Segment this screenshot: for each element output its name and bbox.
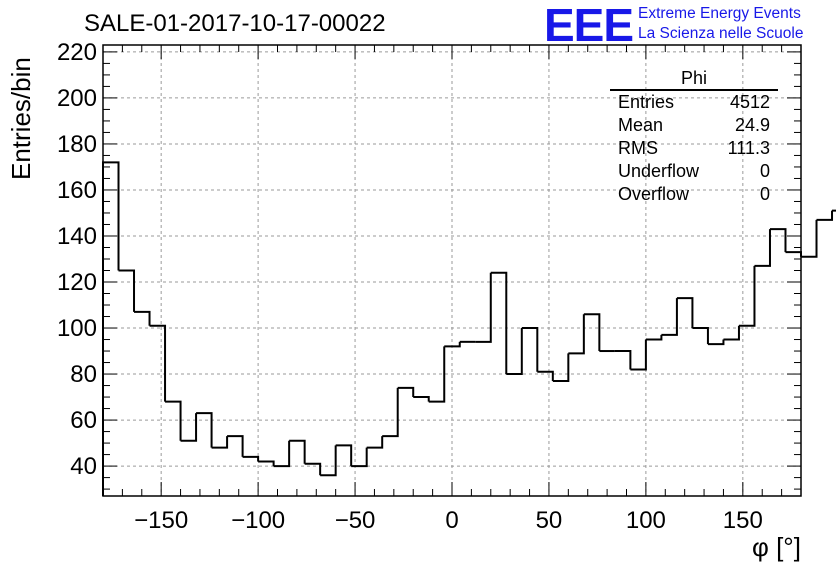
y-tick-label: 140 [57,223,97,250]
histogram-bin [707,339,725,346]
histogram-bin [196,412,213,448]
logo-line-2: La Scienza nelle Scuole [638,25,804,42]
x-tick-label: −100 [231,507,285,534]
histogram-bin [180,413,198,442]
stats-row: RMS 111.3 [610,137,778,160]
stats-row-label: Overflow [618,184,690,204]
histogram-bin [738,265,756,327]
y-tick-label: 60 [70,407,97,434]
stats-row-value: 0 [759,184,770,204]
stats-row-value: 111.3 [727,138,770,158]
histogram-bin [614,350,632,370]
eee-logo-text: Extreme Energy Events La Scienza nelle S… [638,4,803,44]
histogram-bin [676,297,694,329]
histogram-bin [149,324,167,402]
y-tick-label: 100 [57,315,97,342]
y-tick-label: 160 [57,177,97,204]
x-tick-label: −50 [335,507,376,534]
histogram-bin [258,460,275,467]
histogram-bin [118,269,136,312]
histogram-bin [490,271,508,375]
x-tick-label: 150 [723,507,763,534]
y-tick-label: 220 [57,39,97,66]
histogram-bin [102,161,120,496]
y-tick-label: 80 [70,361,97,388]
stats-row: Underflow 0 [610,160,778,183]
histogram-bin [630,339,647,371]
histogram-bin [428,346,446,403]
histogram-bin [506,328,523,376]
histogram-bin [801,219,818,258]
stats-box: Phi Entries 4512 Mean 24.9 RMS 111.3 Underflow… [610,68,778,206]
histogram-bin [351,447,368,468]
histogram-bin [273,440,291,468]
histogram-bin [816,210,834,221]
stats-rows: Entries 4512 Mean 24.9 RMS 111.3 Underflow 0 Ove… [610,91,778,206]
stats-row: Entries 4512 [610,91,778,114]
y-tick-label: 120 [57,269,97,296]
histogram-bin [444,341,461,348]
histogram-bin [661,298,678,336]
histogram-bin [366,436,384,449]
y-tick-label: 40 [70,453,97,480]
histogram-bin [552,353,570,382]
y-tick-label: 200 [57,85,97,112]
histogram-bin [165,400,182,441]
histogram-bin [785,251,802,257]
histogram-bin [335,444,353,467]
stats-row-label: RMS [618,138,658,158]
axes: −150 −100 −50 0 50 100 150 40 60 80 100 120 140 160 18… [57,39,802,534]
histogram-bin [382,387,399,438]
histogram-bin [211,436,229,449]
stats-title: Phi [610,68,778,91]
histogram-bin [723,325,740,341]
histogram-bin [475,272,492,343]
plot-title: SALE-01-2017-10-17-00022 [84,10,386,37]
logo-line-1: Extreme Energy Events [638,5,801,22]
stats-row-label: Underflow [618,161,700,181]
histogram-bin [692,327,709,345]
histogram-bin [289,439,306,464]
grid-lines [103,45,801,496]
stats-row-value: 24.9 [734,115,770,135]
eee-logo: EEE [544,0,634,51]
histogram-bin [242,455,260,462]
histogram-bin [320,445,337,477]
stats-row-label: Entries [618,92,675,112]
x-tick-label: 100 [626,507,666,534]
stats-row-label: Mean [618,115,664,135]
x-tick-label: −150 [134,507,188,534]
histogram-bin [754,229,771,267]
histogram-bin [227,435,244,457]
y-tick-label: 180 [57,131,97,158]
histogram-bin [583,313,601,352]
histogram-bin [134,310,151,326]
histogram-bin [397,386,415,398]
histogram-bin [537,370,554,381]
stats-row: Overflow 0 [610,183,778,206]
stats-row-value: 0 [759,161,770,181]
histogram-bin [568,314,585,355]
histogram-bin [645,334,663,341]
y-axis-label: Entries/bin [6,57,36,180]
stats-row-value: 4512 [729,92,770,112]
histogram-bin [413,396,430,402]
histogram-bin [304,462,322,476]
x-axis-label: φ [°] [752,532,801,562]
histogram-bin [521,327,539,372]
x-tick-label: 0 [445,507,458,534]
stats-row: Mean 24.9 [610,114,778,137]
x-tick-label: 50 [536,507,563,534]
histogram-bin [769,228,787,253]
histogram-series [102,161,836,496]
